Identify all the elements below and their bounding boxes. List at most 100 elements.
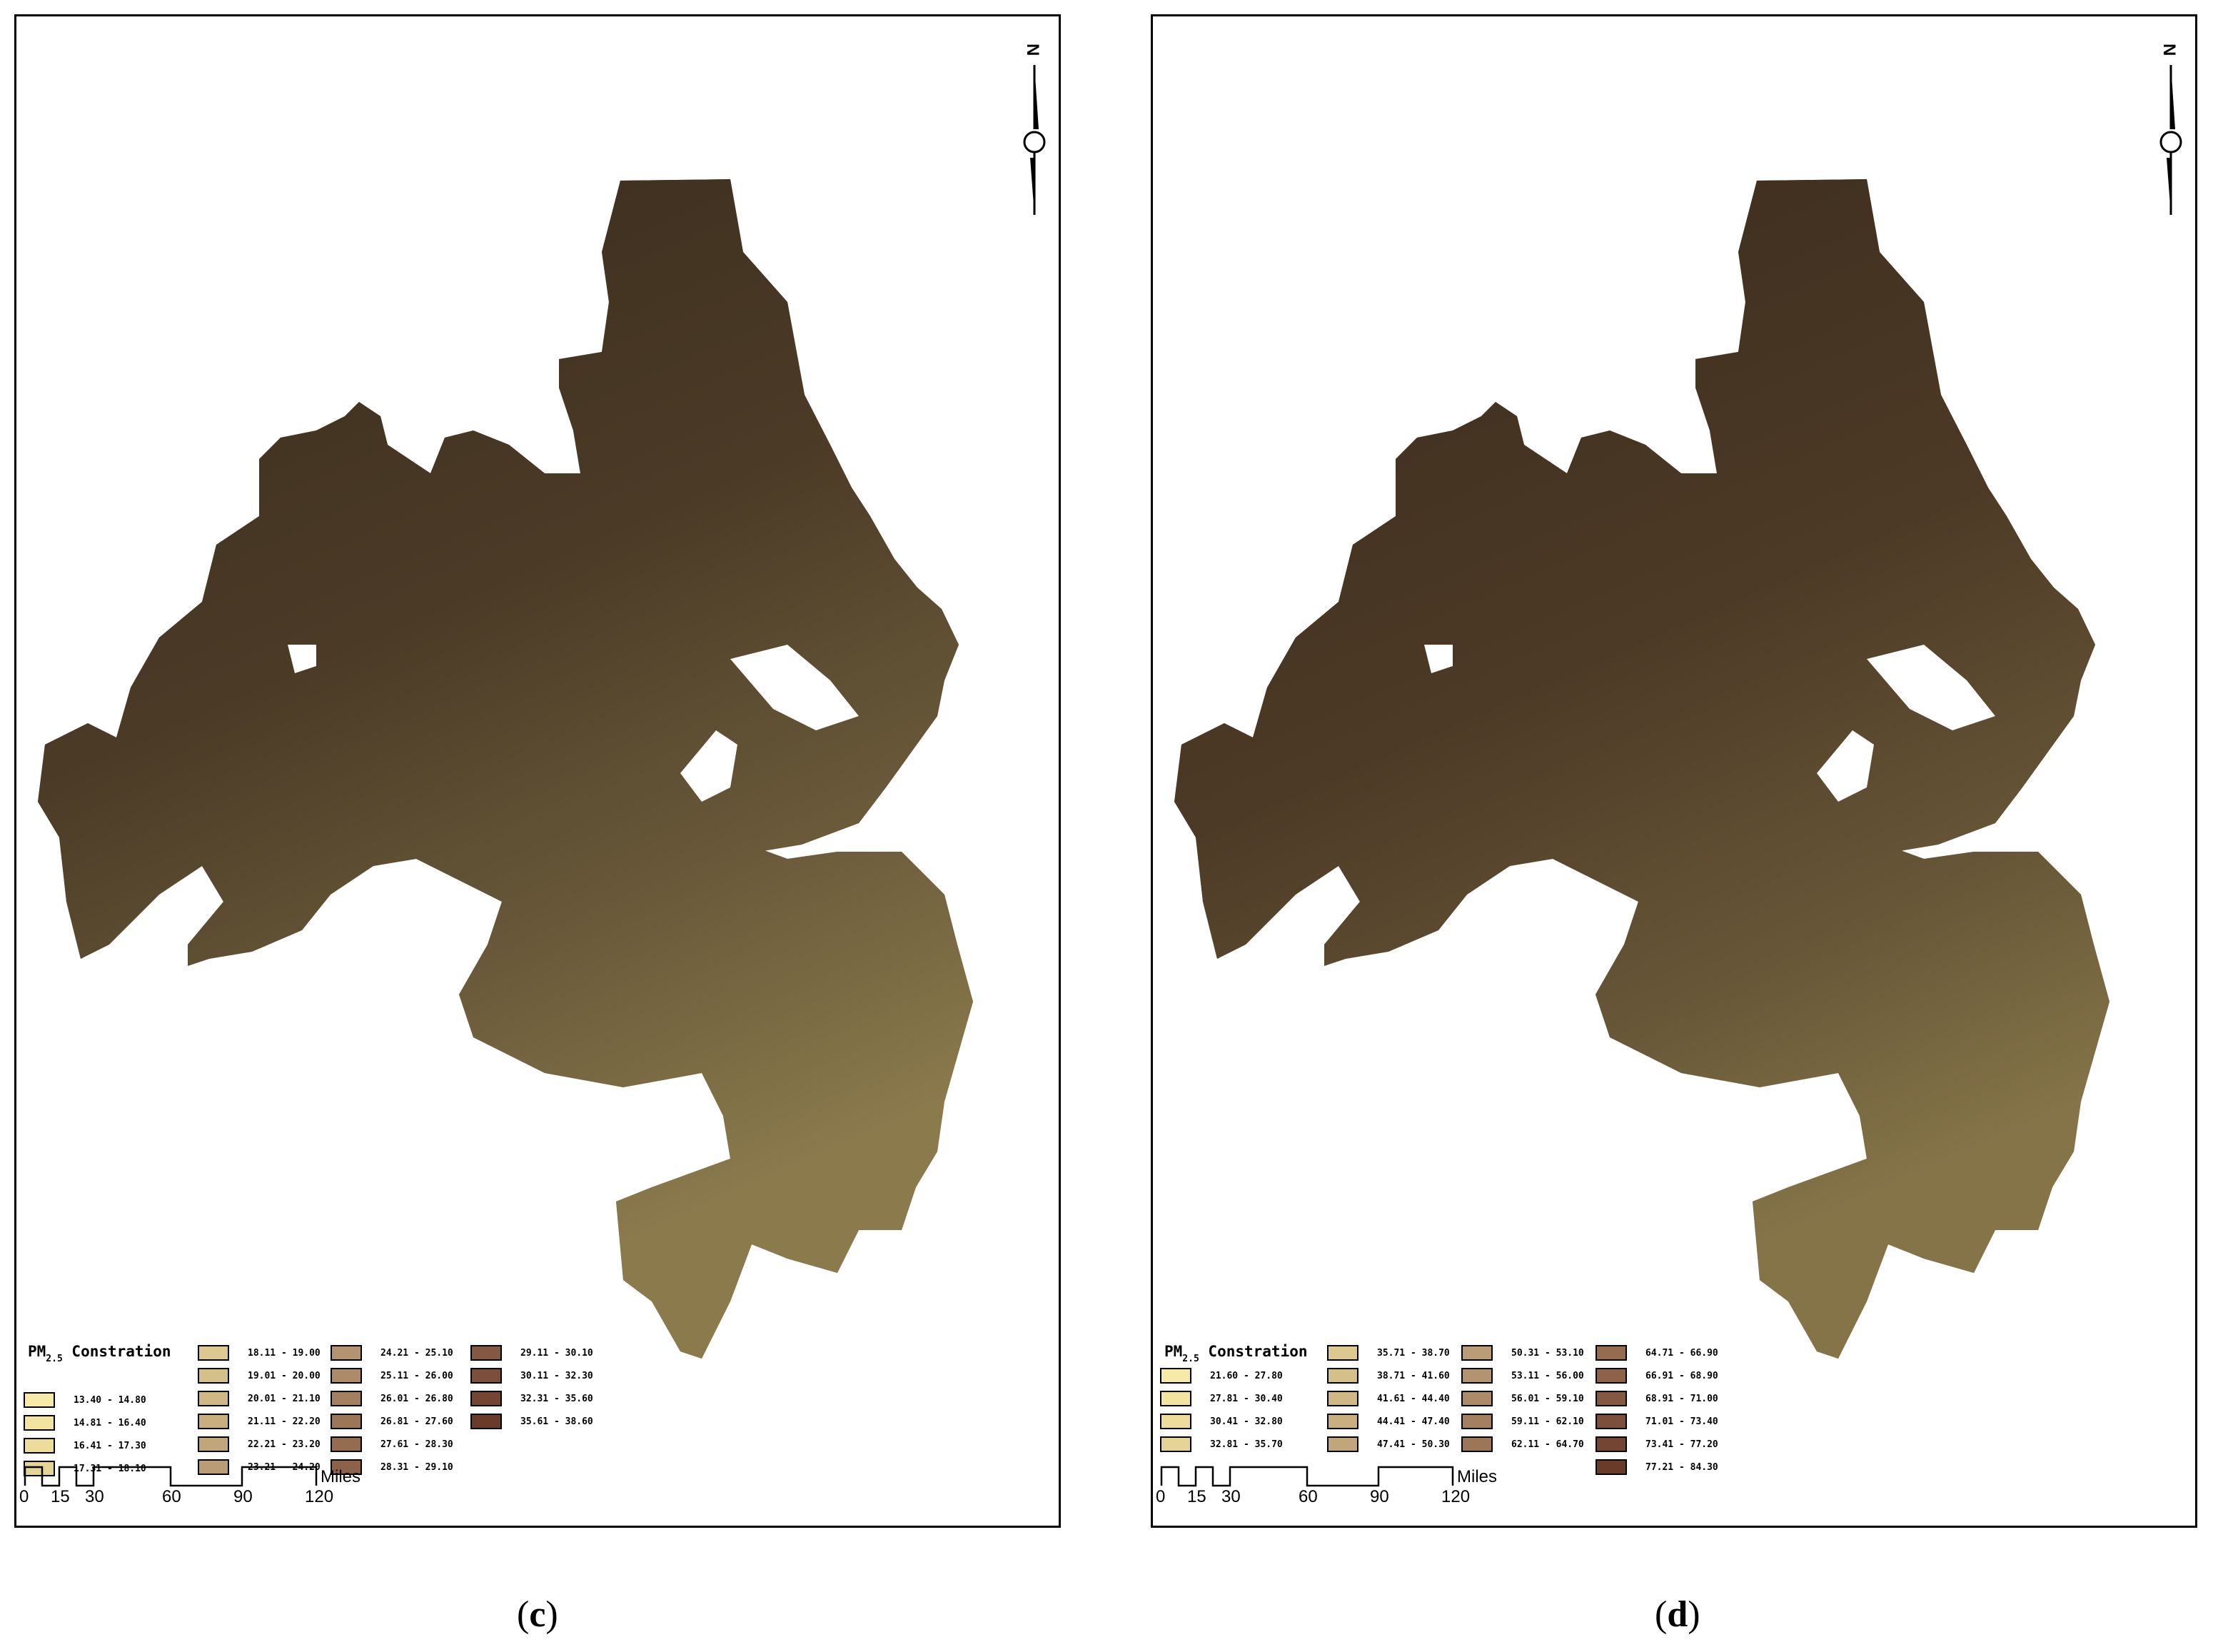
legend-swatch xyxy=(1327,1414,1358,1429)
scale-tick-label: 120 xyxy=(1441,1487,1471,1506)
scale-tick-label: 90 xyxy=(1370,1487,1389,1506)
legend-column: 18.11 - 19.00 19.01 - 20.00 20.01 - 21.1… xyxy=(198,1341,321,1479)
legend-swatch xyxy=(198,1345,229,1361)
legend-item: 41.61 - 44.40 xyxy=(1327,1387,1450,1410)
legend-swatch xyxy=(1461,1414,1493,1429)
scale-tick-label: 15 xyxy=(1187,1487,1206,1506)
map-panel-d: N PM2.5 Constration 21.60 - 27.80 27.81 … xyxy=(1151,14,2197,1528)
legend-swatch xyxy=(1461,1436,1493,1452)
legend-d: PM2.5 Constration 21.60 - 27.80 27.81 - … xyxy=(1160,1327,1874,1475)
legend-swatch xyxy=(24,1438,55,1454)
legend-item: 35.61 - 38.60 xyxy=(470,1410,593,1433)
legend-item: 77.21 - 84.30 xyxy=(1596,1456,1718,1479)
legend-swatch xyxy=(1160,1414,1191,1429)
scale-unit-label: Miles xyxy=(321,1467,361,1486)
scale-tick-label: 60 xyxy=(162,1487,181,1506)
legend-swatch xyxy=(1160,1436,1191,1452)
legend-swatch xyxy=(331,1414,362,1429)
legend-column: 21.60 - 27.80 27.81 - 30.40 30.41 - 32.8… xyxy=(1160,1364,1283,1456)
legend-swatch xyxy=(470,1414,502,1429)
legend-item: 71.01 - 73.40 xyxy=(1596,1410,1718,1433)
legend-item: 64.71 - 66.90 xyxy=(1596,1341,1718,1364)
legend-item: 21.11 - 22.20 xyxy=(198,1410,321,1433)
legend-swatch xyxy=(1596,1368,1627,1384)
scale-tick-label: 15 xyxy=(51,1487,70,1506)
legend-swatch xyxy=(198,1391,229,1406)
legend-swatch xyxy=(1596,1345,1627,1361)
legend-item: 22.21 - 23.20 xyxy=(198,1433,321,1456)
legend-column: 13.40 - 14.80 14.81 - 16.40 16.41 - 17.3… xyxy=(24,1389,146,1480)
legend-item: 30.41 - 32.80 xyxy=(1160,1410,1283,1433)
legend-item: 47.41 - 50.30 xyxy=(1327,1433,1450,1456)
legend-swatch xyxy=(198,1436,229,1452)
legend-swatch xyxy=(198,1414,229,1429)
legend-item: 27.61 - 28.30 xyxy=(331,1433,453,1456)
legend-c: PM2.5 Constration 13.40 - 14.80 14.81 - … xyxy=(24,1327,737,1476)
legend-item: 20.01 - 21.10 xyxy=(198,1387,321,1410)
legend-item: 28.31 - 29.10 xyxy=(331,1456,453,1479)
study-area-c xyxy=(38,179,973,1359)
legend-swatch xyxy=(1596,1459,1627,1475)
legend-swatch xyxy=(24,1415,55,1431)
legend-swatch xyxy=(470,1345,502,1361)
legend-swatch xyxy=(1327,1436,1358,1452)
legend-column: 29.11 - 30.10 30.11 - 32.30 32.31 - 35.6… xyxy=(470,1341,593,1433)
legend-swatch xyxy=(331,1459,362,1475)
region-map-c xyxy=(38,179,973,1359)
legend-item: 24.21 - 25.10 xyxy=(331,1341,453,1364)
scale-tick-label: 0 xyxy=(1156,1487,1166,1506)
legend-item: 44.41 - 47.40 xyxy=(1327,1410,1450,1433)
legend-swatch xyxy=(331,1436,362,1452)
scale-tick-label: 120 xyxy=(305,1487,334,1506)
legend-item: 73.41 - 77.20 xyxy=(1596,1433,1718,1456)
legend-item: 62.11 - 64.70 xyxy=(1461,1433,1584,1456)
legend-column: 50.31 - 53.10 53.11 - 56.00 56.01 - 59.1… xyxy=(1461,1341,1584,1456)
scale-tick-label: 30 xyxy=(1221,1487,1241,1506)
legend-swatch xyxy=(1461,1345,1493,1361)
scale-bar-icon xyxy=(1160,1466,1454,1487)
legend-item: 27.81 - 30.40 xyxy=(1160,1387,1283,1410)
north-arrow-icon: N xyxy=(1023,44,1046,215)
legend-item: 50.31 - 53.10 xyxy=(1461,1341,1584,1364)
legend-swatch xyxy=(1327,1368,1358,1384)
legend-item: 59.11 - 62.10 xyxy=(1461,1410,1584,1433)
legend-item: 13.40 - 14.80 xyxy=(24,1389,146,1411)
legend-column: 24.21 - 25.10 25.11 - 26.00 26.01 - 26.8… xyxy=(331,1341,453,1479)
scale-tick-label: 0 xyxy=(19,1487,29,1506)
region-map-d xyxy=(1174,179,2109,1359)
legend-swatch xyxy=(470,1368,502,1384)
legend-item: 26.81 - 27.60 xyxy=(331,1410,453,1433)
legend-item: 38.71 - 41.60 xyxy=(1327,1364,1450,1387)
legend-item: 68.91 - 71.00 xyxy=(1596,1387,1718,1410)
legend-swatch xyxy=(1596,1436,1627,1452)
scale-bar-d: 0 15 30 60 90 120 Miles xyxy=(1156,1464,1517,1507)
legend-item: 66.91 - 68.90 xyxy=(1596,1364,1718,1387)
legend-swatch xyxy=(331,1345,362,1361)
legend-swatch xyxy=(1461,1391,1493,1406)
legend-item: 32.81 - 35.70 xyxy=(1160,1433,1283,1456)
legend-item: 32.31 - 35.60 xyxy=(470,1387,593,1410)
map-panel-c: N PM2.5 Constration 13.40 - 14.80 14.81 … xyxy=(14,14,1061,1528)
legend-item: 56.01 - 59.10 xyxy=(1461,1387,1584,1410)
legend-swatch xyxy=(1596,1391,1627,1406)
legend-swatch xyxy=(198,1459,229,1475)
north-arrow-icon: N xyxy=(2159,44,2182,215)
legend-item: 26.01 - 26.80 xyxy=(331,1387,453,1410)
legend-item: 16.41 - 17.30 xyxy=(24,1434,146,1457)
legend-swatch xyxy=(1160,1368,1191,1384)
north-arrow-letter: N xyxy=(2159,44,2179,56)
legend-item: 25.11 - 26.00 xyxy=(331,1364,453,1387)
legend-swatch xyxy=(198,1368,229,1384)
north-arrow-letter: N xyxy=(1023,44,1042,56)
legend-item: 19.01 - 20.00 xyxy=(198,1364,321,1387)
legend-item: 21.60 - 27.80 xyxy=(1160,1364,1283,1387)
study-area-d xyxy=(1174,179,2109,1359)
scale-tick-label: 90 xyxy=(233,1487,253,1506)
legend-item: 29.11 - 30.10 xyxy=(470,1341,593,1364)
legend-swatch xyxy=(331,1368,362,1384)
legend-swatch xyxy=(1327,1345,1358,1361)
legend-column: 64.71 - 66.90 66.91 - 68.90 68.91 - 71.0… xyxy=(1596,1341,1718,1479)
panel-caption-d: (d) xyxy=(1655,1594,1700,1635)
scale-bar-c: 0 15 30 60 90 120 Miles xyxy=(19,1464,380,1507)
legend-item: 30.11 - 32.30 xyxy=(470,1364,593,1387)
